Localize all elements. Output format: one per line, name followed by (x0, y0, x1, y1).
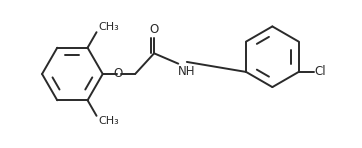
Text: O: O (113, 67, 122, 81)
Text: CH₃: CH₃ (98, 21, 119, 32)
Text: NH: NH (178, 65, 196, 78)
Text: Cl: Cl (315, 65, 326, 78)
Text: CH₃: CH₃ (98, 116, 119, 127)
Text: O: O (150, 23, 159, 36)
